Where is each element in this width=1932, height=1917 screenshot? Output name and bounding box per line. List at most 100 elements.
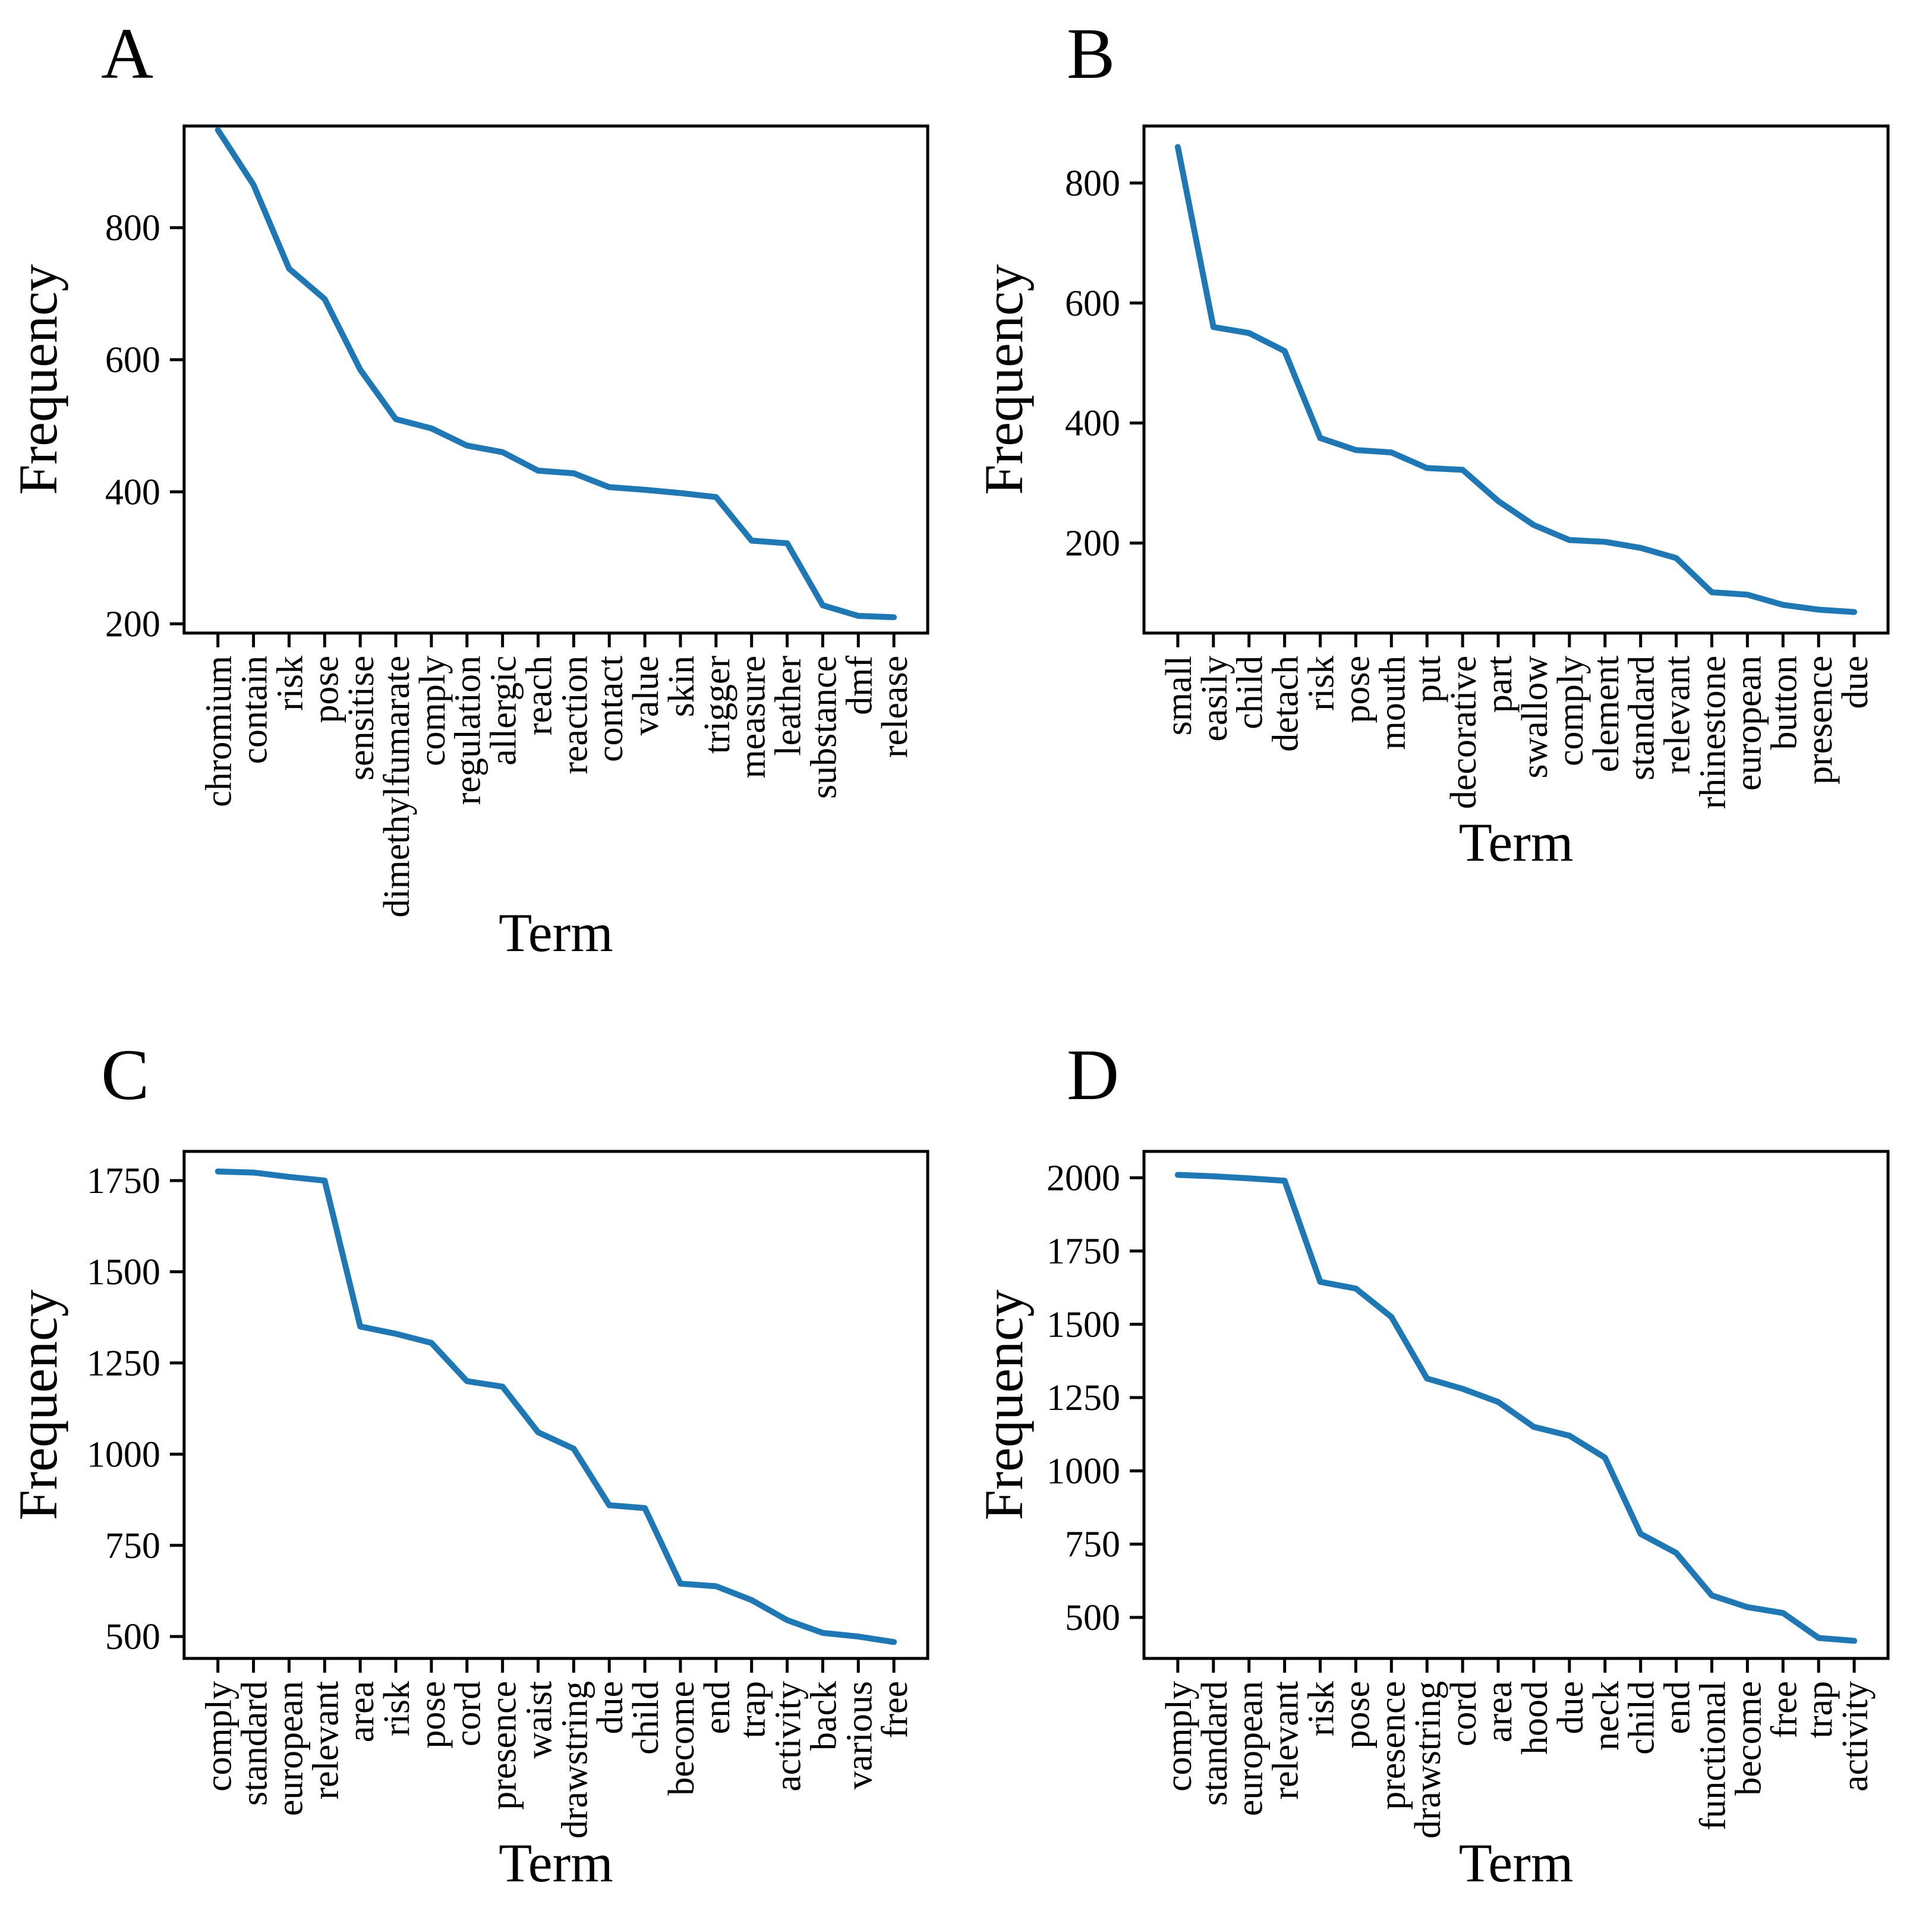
svg-text:presence: presence — [1372, 1681, 1413, 1810]
svg-text:600: 600 — [1065, 284, 1120, 324]
svg-text:european: european — [1728, 656, 1769, 791]
svg-text:element: element — [1586, 656, 1627, 772]
svg-text:decorative: decorative — [1444, 656, 1484, 809]
svg-text:pose: pose — [305, 656, 346, 723]
svg-text:european: european — [1230, 1681, 1271, 1816]
svg-text:Term: Term — [499, 1833, 613, 1893]
svg-text:800: 800 — [1065, 163, 1120, 204]
svg-text:area: area — [1479, 1681, 1520, 1742]
svg-text:allergic: allergic — [484, 656, 524, 766]
svg-text:comply: comply — [1159, 1681, 1199, 1792]
svg-text:risk: risk — [377, 1681, 417, 1736]
svg-text:trap: trap — [1799, 1681, 1840, 1738]
svg-text:leather: leather — [768, 656, 809, 756]
svg-text:easily: easily — [1195, 656, 1235, 742]
svg-text:trap: trap — [733, 1681, 773, 1738]
svg-text:area: area — [341, 1681, 382, 1742]
panel-d-label: D — [1067, 1035, 1120, 1115]
svg-text:sensitise: sensitise — [341, 656, 382, 780]
svg-text:1250: 1250 — [1047, 1378, 1120, 1418]
svg-text:standard: standard — [1195, 1681, 1235, 1806]
svg-text:Term: Term — [1459, 812, 1574, 873]
svg-text:400: 400 — [105, 472, 160, 512]
svg-text:600: 600 — [105, 340, 160, 380]
svg-text:Frequency: Frequency — [8, 1289, 68, 1520]
svg-text:presence: presence — [1799, 656, 1840, 785]
svg-text:european: european — [270, 1681, 310, 1816]
svg-text:contact: contact — [590, 656, 631, 762]
panel-d: D 500 750 1000 1250 1500 1750 2000 comply standa… — [966, 1011, 1932, 1917]
panel-a-label: A — [101, 14, 154, 94]
svg-text:750: 750 — [1065, 1525, 1120, 1565]
svg-text:child: child — [1622, 1681, 1662, 1755]
svg-text:500: 500 — [105, 1617, 160, 1657]
svg-text:presence: presence — [484, 1681, 524, 1810]
svg-text:pose: pose — [1337, 656, 1377, 723]
svg-text:reaction: reaction — [554, 656, 595, 775]
panel-b-label: B — [1067, 14, 1115, 94]
svg-text:reach: reach — [519, 656, 559, 735]
svg-text:comply: comply — [199, 1681, 239, 1792]
svg-text:drawstring: drawstring — [1408, 1681, 1448, 1839]
term-frequency-line-chart-a: 200 400 600 800 chromiumcontainriskposesensi… — [8, 124, 929, 963]
panel-c-label: C — [101, 1035, 150, 1115]
svg-text:due: due — [590, 1681, 631, 1735]
svg-text:various: various — [839, 1681, 880, 1789]
svg-text:functional: functional — [1693, 1681, 1733, 1830]
svg-text:end: end — [1657, 1681, 1698, 1735]
svg-text:relevant: relevant — [1266, 1681, 1306, 1800]
svg-text:rhinestone: rhinestone — [1693, 656, 1733, 809]
svg-text:small: small — [1159, 656, 1199, 735]
svg-text:part: part — [1479, 656, 1520, 713]
svg-text:1250: 1250 — [87, 1343, 160, 1384]
svg-text:comply: comply — [1550, 656, 1591, 766]
svg-text:swallow: swallow — [1515, 656, 1555, 779]
svg-text:detach: detach — [1266, 656, 1306, 752]
svg-text:1750: 1750 — [87, 1161, 160, 1201]
svg-text:child: child — [626, 1681, 666, 1755]
term-frequency-line-chart-c: 500 750 1000 1250 1500 1750 complystandardeuro… — [8, 1150, 929, 1893]
svg-text:due: due — [1835, 656, 1876, 709]
svg-text:drawstring: drawstring — [554, 1681, 595, 1839]
svg-text:child: child — [1230, 656, 1271, 729]
svg-text:standard: standard — [235, 1681, 275, 1806]
svg-text:relevant: relevant — [305, 1681, 346, 1800]
svg-text:risk: risk — [1301, 1681, 1342, 1736]
svg-text:free: free — [1764, 1681, 1804, 1738]
svg-text:2000: 2000 — [1047, 1158, 1120, 1198]
svg-text:skin: skin — [661, 656, 702, 717]
svg-text:standard: standard — [1622, 656, 1662, 780]
panel-a: A 200 400 600 800 chromium contain risk pose sen… — [0, 0, 966, 1011]
svg-text:chromium: chromium — [199, 656, 239, 807]
svg-text:1500: 1500 — [87, 1252, 160, 1292]
svg-text:put: put — [1408, 656, 1448, 703]
svg-text:value: value — [626, 656, 666, 735]
svg-text:become: become — [1728, 1681, 1769, 1796]
svg-text:1750: 1750 — [1047, 1232, 1120, 1272]
svg-text:risk: risk — [1301, 656, 1342, 711]
svg-text:Frequency: Frequency — [973, 264, 1034, 495]
svg-text:mouth: mouth — [1372, 656, 1413, 750]
svg-text:Term: Term — [1459, 1833, 1574, 1893]
panel-c: C 500 750 1000 1250 1500 1750 comply standard eu… — [0, 1011, 966, 1917]
svg-text:comply: comply — [412, 656, 453, 766]
svg-text:free: free — [875, 1681, 915, 1738]
svg-text:cord: cord — [1444, 1681, 1484, 1746]
svg-text:contain: contain — [235, 656, 275, 764]
svg-text:500: 500 — [1065, 1598, 1120, 1638]
svg-text:become: become — [661, 1681, 702, 1796]
svg-text:200: 200 — [105, 604, 160, 644]
svg-text:release: release — [875, 656, 915, 758]
svg-text:waist: waist — [519, 1681, 559, 1759]
svg-text:activity: activity — [1835, 1681, 1876, 1792]
svg-text:trigger: trigger — [697, 656, 737, 754]
svg-text:Frequency: Frequency — [973, 1289, 1034, 1520]
svg-text:hood: hood — [1515, 1681, 1555, 1755]
svg-text:Frequency: Frequency — [8, 264, 68, 495]
term-frequency-line-chart-d: 500 750 1000 1250 1500 1750 2000 complystandard… — [973, 1150, 1890, 1893]
svg-text:200: 200 — [1065, 524, 1120, 564]
svg-text:due: due — [1550, 1681, 1591, 1735]
svg-text:pose: pose — [412, 1681, 453, 1749]
svg-text:1500: 1500 — [1047, 1305, 1120, 1345]
